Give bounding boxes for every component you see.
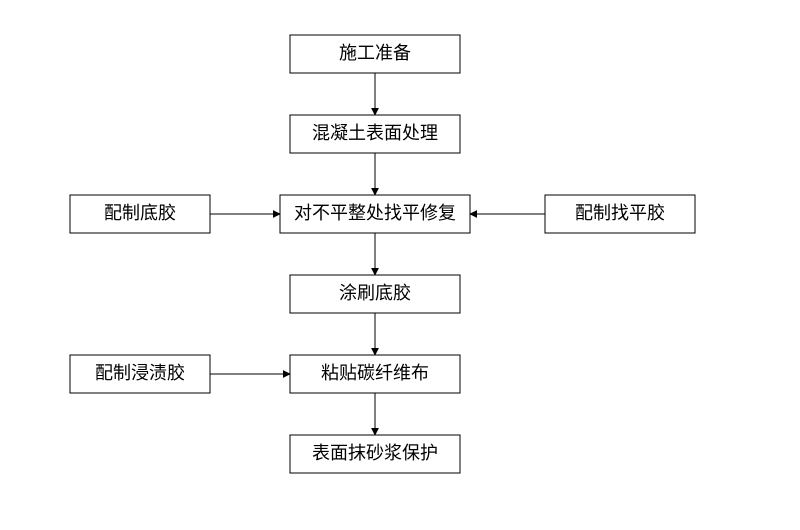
flow-node-label: 配制底胶 bbox=[104, 203, 176, 223]
flow-node-label: 施工准备 bbox=[339, 43, 411, 63]
flow-node-label: 混凝土表面处理 bbox=[312, 123, 438, 143]
flow-node-label: 配制找平胶 bbox=[575, 203, 665, 223]
flow-node-n5: 粘贴碳纤维布 bbox=[290, 355, 460, 393]
flow-node-sL1: 配制底胶 bbox=[70, 195, 210, 233]
flow-node-label: 对不平整处找平修复 bbox=[294, 203, 456, 223]
flow-node-n6: 表面抹砂浆保护 bbox=[290, 435, 460, 473]
flow-node-label: 粘贴碳纤维布 bbox=[321, 363, 429, 383]
flowchart-canvas: 施工准备混凝土表面处理对不平整处找平修复涂刷底胶粘贴碳纤维布表面抹砂浆保护 配制底… bbox=[0, 0, 800, 530]
flow-node-n3: 对不平整处找平修复 bbox=[280, 195, 470, 233]
flow-node-n1: 施工准备 bbox=[290, 35, 460, 73]
flow-node-sR1: 配制找平胶 bbox=[545, 195, 695, 233]
flow-node-n2: 混凝土表面处理 bbox=[290, 115, 460, 153]
flow-node-label: 涂刷底胶 bbox=[339, 283, 411, 303]
flow-node-n4: 涂刷底胶 bbox=[290, 275, 460, 313]
flow-node-sL2: 配制浸渍胶 bbox=[70, 355, 210, 393]
flow-node-label: 配制浸渍胶 bbox=[95, 363, 185, 383]
nodes-layer: 施工准备混凝土表面处理对不平整处找平修复涂刷底胶粘贴碳纤维布表面抹砂浆保护 配制底… bbox=[70, 35, 695, 473]
flow-node-label: 表面抹砂浆保护 bbox=[312, 443, 438, 463]
